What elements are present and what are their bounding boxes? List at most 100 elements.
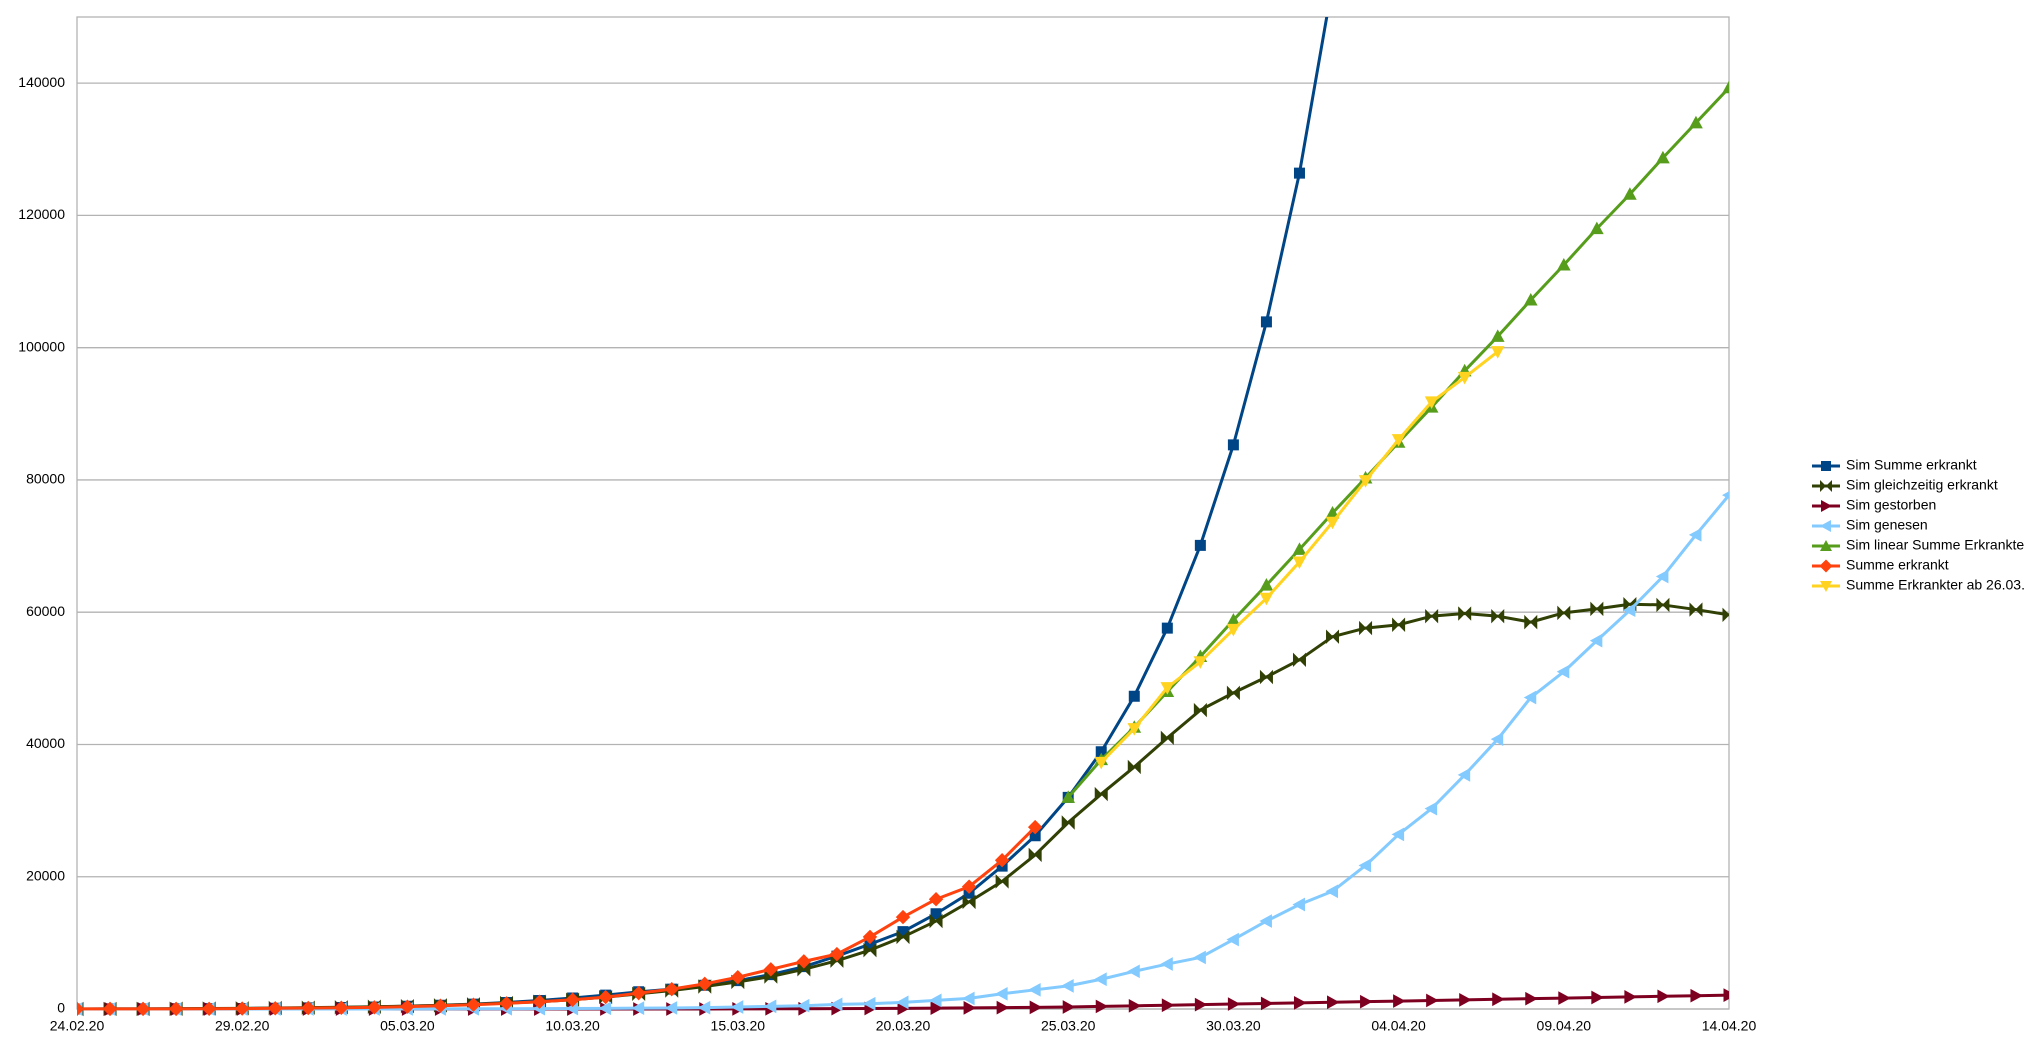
data-point bbox=[664, 1001, 678, 1015]
data-point bbox=[1325, 884, 1339, 899]
data-point bbox=[730, 970, 746, 985]
data-point bbox=[1490, 346, 1505, 359]
data-point bbox=[896, 929, 910, 945]
data-point bbox=[466, 997, 481, 1012]
plot-series bbox=[77, 17, 1729, 1017]
data-point bbox=[1292, 542, 1307, 555]
data-point bbox=[996, 1000, 1010, 1015]
legend-label: Sim Summe erkrankt bbox=[1846, 457, 1977, 473]
data-point bbox=[1160, 957, 1173, 971]
data-point bbox=[1556, 664, 1570, 679]
data-point bbox=[829, 946, 845, 962]
data-point bbox=[1589, 633, 1603, 648]
data-point bbox=[1523, 293, 1538, 306]
legend-swatch-marker bbox=[1820, 540, 1832, 551]
data-point bbox=[1061, 979, 1074, 993]
data-point bbox=[1459, 993, 1472, 1007]
data-point bbox=[77, 1001, 85, 1017]
data-point bbox=[1028, 982, 1041, 997]
data-point bbox=[1259, 592, 1274, 606]
data-point bbox=[1491, 608, 1505, 624]
data-point bbox=[962, 894, 976, 910]
data-point bbox=[1061, 790, 1076, 803]
data-point bbox=[929, 913, 943, 929]
data-point bbox=[895, 995, 909, 1010]
data-point bbox=[1523, 690, 1537, 705]
data-point bbox=[1293, 167, 1305, 179]
legend-swatch-marker bbox=[1821, 461, 1831, 471]
data-point bbox=[135, 1001, 151, 1017]
series-line bbox=[77, 17, 1329, 1011]
data-point bbox=[1457, 768, 1471, 782]
data-point bbox=[1688, 527, 1702, 542]
data-point bbox=[1589, 221, 1604, 235]
legend-swatch-marker bbox=[1819, 559, 1833, 573]
data-point bbox=[1424, 396, 1439, 409]
data-point bbox=[730, 1000, 744, 1014]
data-point bbox=[862, 929, 878, 945]
data-point bbox=[1490, 732, 1504, 747]
data-point bbox=[1094, 786, 1108, 802]
data-point bbox=[499, 996, 514, 1011]
data-point bbox=[1590, 601, 1604, 617]
data-point bbox=[994, 852, 1010, 868]
data-point bbox=[1690, 988, 1704, 1003]
data-point bbox=[995, 986, 1008, 1001]
data-point bbox=[598, 1001, 612, 1016]
data-point bbox=[1723, 988, 1729, 1002]
data-point bbox=[1028, 847, 1042, 863]
data-point bbox=[962, 991, 975, 1006]
data-point bbox=[1061, 815, 1075, 830]
data-point bbox=[1327, 995, 1340, 1010]
x-tick-label: 15.03.20 bbox=[711, 1018, 766, 1034]
data-point bbox=[1358, 858, 1372, 873]
data-point bbox=[433, 998, 448, 1013]
data-point bbox=[1689, 115, 1703, 129]
data-point bbox=[1624, 990, 1637, 1004]
data-point bbox=[1656, 597, 1670, 613]
data-point bbox=[928, 993, 942, 1008]
data-point bbox=[532, 994, 547, 1009]
data-point bbox=[1029, 1000, 1043, 1015]
data-point bbox=[1260, 996, 1274, 1011]
data-point bbox=[1160, 730, 1174, 746]
data-point bbox=[1591, 990, 1604, 1005]
data-point bbox=[1557, 605, 1571, 621]
data-point bbox=[1095, 999, 1109, 1014]
data-point bbox=[1457, 371, 1472, 385]
data-point bbox=[1160, 682, 1175, 695]
data-point bbox=[796, 998, 810, 1013]
y-tick-label: 20000 bbox=[26, 867, 65, 883]
data-point bbox=[1558, 991, 1571, 1005]
data-point bbox=[697, 976, 712, 992]
legend-swatch-marker bbox=[1820, 581, 1832, 592]
data-point bbox=[963, 1001, 977, 1015]
data-point bbox=[895, 909, 911, 925]
data-point bbox=[1556, 257, 1571, 271]
data-point bbox=[598, 989, 613, 1005]
x-tick-label: 29.02.20 bbox=[215, 1018, 270, 1034]
data-point bbox=[1062, 1000, 1076, 1014]
data-point bbox=[1161, 998, 1175, 1013]
data-point bbox=[1127, 723, 1142, 736]
data-point bbox=[400, 999, 415, 1014]
data-point bbox=[796, 954, 812, 969]
data-point bbox=[961, 879, 977, 894]
data-point bbox=[1128, 690, 1140, 702]
data-point bbox=[1227, 997, 1241, 1011]
data-point bbox=[1391, 434, 1406, 447]
data-point bbox=[631, 1001, 645, 1015]
x-tick-label: 14.04.20 bbox=[1702, 1018, 1757, 1034]
data-point bbox=[1326, 629, 1340, 644]
data-point bbox=[1657, 989, 1670, 1004]
data-point bbox=[168, 1001, 184, 1017]
data-point bbox=[1689, 602, 1703, 617]
x-tick-label: 05.03.20 bbox=[380, 1018, 435, 1034]
x-tick-label: 09.04.20 bbox=[1537, 1018, 1592, 1034]
legend-label: Sim genesen bbox=[1846, 517, 1928, 533]
legend-swatch-marker bbox=[1821, 500, 1832, 512]
legend-swatch-marker bbox=[1820, 480, 1832, 492]
data-point bbox=[1292, 652, 1306, 668]
data-point bbox=[1193, 702, 1207, 718]
